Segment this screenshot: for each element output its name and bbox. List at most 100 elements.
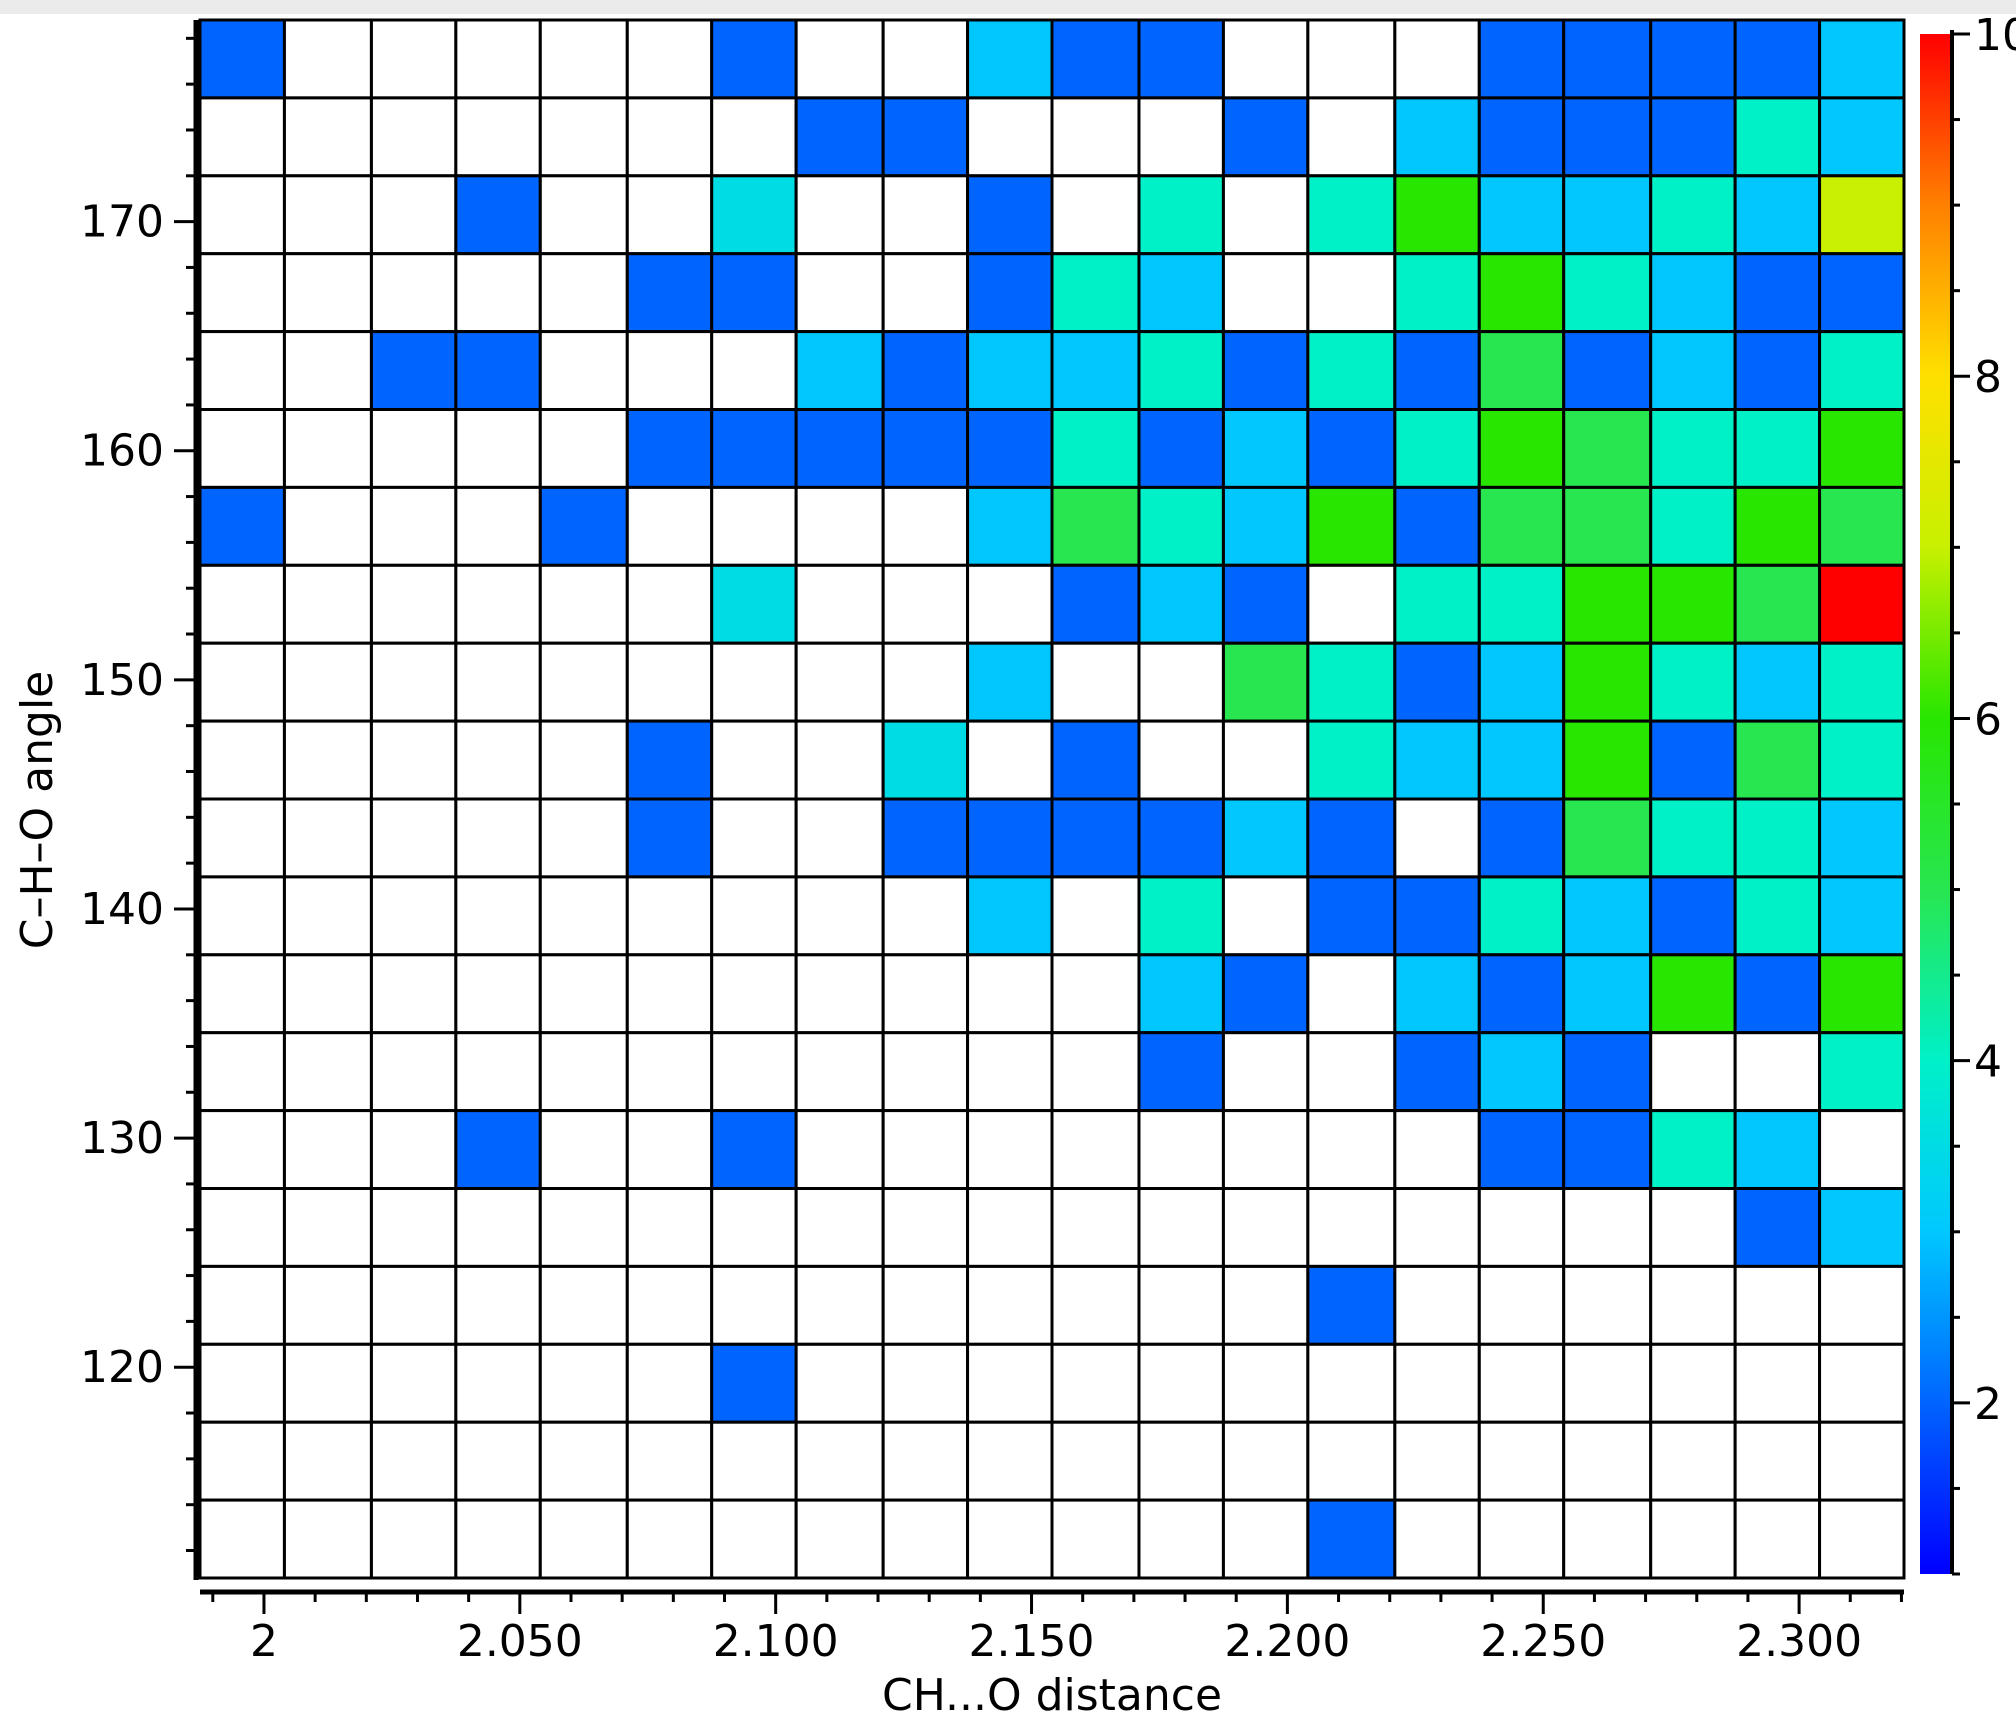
heatmap-cell — [1221, 1420, 1310, 1502]
heatmap-cell — [1562, 1420, 1653, 1502]
heatmap-cell — [1393, 1420, 1481, 1502]
heatmap-cell — [966, 174, 1054, 256]
y-axis-title: C–H–O angle — [12, 671, 63, 950]
heatmap-cell — [538, 1187, 629, 1268]
heatmap-cell — [966, 875, 1054, 957]
heatmap-cell — [794, 953, 885, 1035]
x-axis: 2 2.050 2.100 2.150 2.200 2.250 2.300 — [211, 1592, 1903, 1667]
heatmap-cell — [1477, 1031, 1566, 1113]
heatmap-cell — [454, 408, 542, 489]
heatmap-cell — [1818, 1342, 1906, 1424]
heatmap-cell — [282, 563, 373, 645]
heatmap-cell — [881, 953, 970, 1035]
heatmap-cell — [1818, 330, 1906, 412]
heatmap-cell — [1562, 330, 1653, 412]
heatmap-cell — [538, 1420, 629, 1502]
heatmap-cell — [282, 1420, 373, 1502]
x-tick-label: 2.100 — [713, 1616, 839, 1667]
heatmap-cell — [625, 719, 714, 801]
heatmap-cell — [1477, 1187, 1566, 1268]
heatmap-cell — [1477, 1109, 1566, 1190]
heatmap-cell — [625, 174, 714, 256]
heatmap-cell — [794, 174, 885, 256]
heatmap-cell — [369, 408, 458, 489]
heatmap-cell — [710, 18, 798, 100]
heatmap-cell — [881, 641, 970, 723]
heatmap-cell — [625, 875, 714, 957]
heatmap-cell — [1137, 563, 1225, 645]
heatmap-cell — [1733, 797, 1822, 879]
heatmap-cell — [1818, 408, 1906, 489]
heatmap-cell — [198, 330, 286, 412]
heatmap-cell — [454, 797, 542, 879]
heatmap-cell — [282, 719, 373, 801]
heatmap-cell — [538, 96, 629, 178]
heatmap-cell — [1477, 252, 1566, 334]
heatmap-cell — [794, 797, 885, 879]
heatmap-cell — [1562, 18, 1653, 100]
heatmap-cell — [710, 330, 798, 412]
heatmap-cell — [1137, 1342, 1225, 1424]
heatmap-cell — [538, 330, 629, 412]
heatmap-cell — [1050, 485, 1141, 567]
heatmap-cell — [282, 797, 373, 879]
heatmap-cell — [710, 174, 798, 256]
heatmap-cell — [282, 408, 373, 489]
heatmap-cell — [1393, 1264, 1481, 1346]
heatmap-cell — [282, 174, 373, 256]
heatmap-cell — [1221, 1031, 1310, 1113]
heatmap-cell — [1221, 1498, 1310, 1580]
heatmap-cell — [1733, 1420, 1822, 1502]
heatmap-cell — [966, 485, 1054, 567]
heatmap-cell — [198, 875, 286, 957]
heatmap-cell — [1649, 252, 1737, 334]
y-axis: 120 130 140 150 160 170 — [80, 36, 196, 1553]
y-tick-label: 160 — [80, 426, 164, 477]
heatmap-cell — [198, 1031, 286, 1113]
heatmap-cell — [1733, 18, 1822, 100]
heatmap-cell — [1306, 252, 1397, 334]
heatmap-cell — [538, 875, 629, 957]
heatmap-cell — [282, 1264, 373, 1346]
heatmap-cell — [282, 18, 373, 100]
heatmap-cell — [1477, 1498, 1566, 1580]
x-tick-label: 2.150 — [969, 1616, 1095, 1667]
heatmap-cell — [1649, 1031, 1737, 1113]
y-tick-label: 150 — [80, 655, 164, 706]
heatmap-cell — [1733, 174, 1822, 256]
heatmap-cell — [710, 1342, 798, 1424]
heatmap-cell — [1818, 1109, 1906, 1190]
heatmap-cell — [454, 330, 542, 412]
heatmap-cell — [454, 1498, 542, 1580]
heatmap-cell — [794, 1109, 885, 1190]
heatmap-cell — [794, 641, 885, 723]
heatmap-cell — [1562, 1187, 1653, 1268]
heatmap-cell — [625, 563, 714, 645]
heatmap-cell — [625, 1420, 714, 1502]
heatmap-cell — [625, 408, 714, 489]
heatmap-cell — [1733, 641, 1822, 723]
heatmap-cell — [1733, 719, 1822, 801]
heatmap-cell — [369, 1264, 458, 1346]
heatmap-cell — [625, 330, 714, 412]
heatmap-cell — [1477, 641, 1566, 723]
heatmap-cell — [1137, 797, 1225, 879]
heatmap-cell — [1137, 719, 1225, 801]
heatmap-cell — [369, 1498, 458, 1580]
heatmap-cell — [1562, 875, 1653, 957]
heatmap-cell — [454, 96, 542, 178]
heatmap-cell — [282, 485, 373, 567]
heatmap-cell — [1306, 1498, 1397, 1580]
heatmap-cell — [1818, 18, 1906, 100]
heatmap-cell — [1137, 1264, 1225, 1346]
heatmap-cell — [198, 1420, 286, 1502]
heatmap-cell — [710, 1264, 798, 1346]
heatmap-cell — [1306, 953, 1397, 1035]
heatmap-cell — [1733, 1031, 1822, 1113]
heatmap-cell — [198, 1187, 286, 1268]
heatmap-cell — [625, 797, 714, 879]
heatmap-cell — [1221, 330, 1310, 412]
heatmap-cell — [198, 174, 286, 256]
heatmap-cell — [625, 1264, 714, 1346]
heatmap-cell — [538, 1264, 629, 1346]
